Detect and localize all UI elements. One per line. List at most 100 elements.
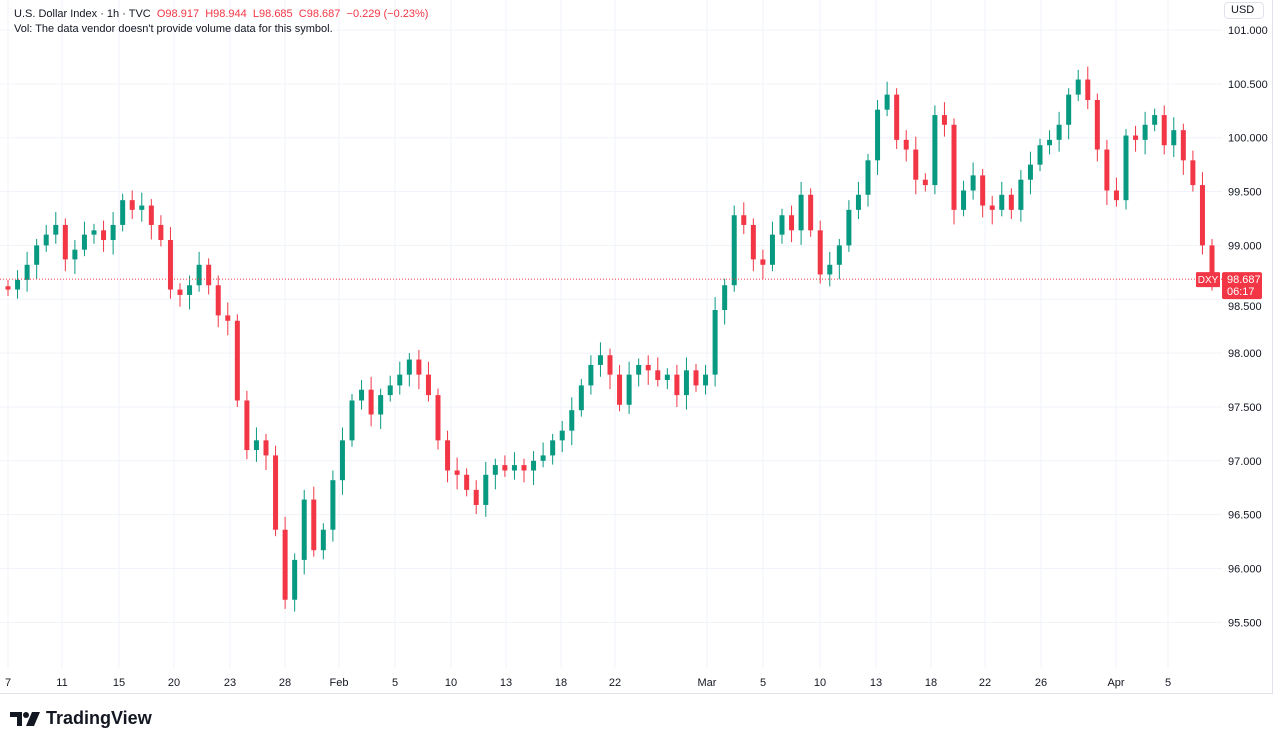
candle [722,278,728,325]
candle [492,458,498,490]
candle [521,458,527,483]
candle [741,202,747,235]
candle [827,251,833,287]
candle [206,258,212,295]
candle [148,199,154,240]
candle [1171,117,1177,158]
tradingview-logo-icon [10,711,40,726]
candle [1199,172,1205,255]
x-tick-label: Feb [330,677,349,689]
candle [1027,151,1033,195]
candle [540,442,546,468]
candle [110,212,116,255]
candle [1008,188,1014,220]
x-tick-label: Mar [698,677,717,689]
bar-countdown: 06:17 [1227,286,1255,298]
candle [445,430,451,483]
candle [865,153,871,207]
y-tick-label: 99.500 [1228,187,1262,199]
ohlc-low: L98.685 [252,8,293,20]
candle [1104,139,1110,206]
candle [101,220,107,252]
candle [569,397,575,446]
candle [253,427,259,462]
candle [43,224,49,252]
candle [273,445,279,537]
candle [855,181,861,220]
candle [1018,170,1024,222]
candle [1180,123,1186,175]
candle [1190,150,1196,192]
candle [282,516,288,609]
x-tick-label: 5 [392,677,398,689]
candle [464,468,470,497]
candle [597,342,603,377]
candle [894,88,900,150]
candle [72,240,78,274]
candle [292,553,298,612]
candle [760,249,766,280]
candle [693,363,699,392]
candle [712,297,718,387]
ohlc-high: H98.944 [205,8,247,20]
candle [215,275,221,328]
candle [368,376,374,427]
tradingview-logo[interactable]: TradingView [10,708,152,729]
candle [559,420,565,453]
candle [750,218,756,272]
candle [961,180,967,217]
x-tick-label: 22 [609,677,621,689]
price-chart[interactable]: 101.000 100.500 100.000 99.500 99.000 98.500 9… [0,0,1280,700]
candle [779,208,785,244]
y-tick-label: 97.500 [1228,402,1262,414]
candle [578,378,584,417]
x-tick-label: 13 [500,677,512,689]
x-tick-label: 23 [224,677,236,689]
candle [1094,93,1100,162]
candle [263,433,269,470]
candle [769,221,775,272]
candle [789,205,795,243]
candle [731,205,737,292]
candle [550,433,556,465]
candle [1142,111,1148,155]
candle [320,523,326,560]
candle [1075,69,1081,102]
candle [607,348,613,390]
candle [397,361,403,395]
candle [81,221,87,257]
x-tick-label: 28 [279,677,291,689]
symbol-tag [1196,272,1220,288]
candle [1056,111,1062,152]
candle [970,162,976,200]
candle [531,451,537,486]
candle [674,364,680,407]
candle [225,302,231,336]
x-tick-label: 18 [925,677,937,689]
candle [1037,138,1043,172]
candle [664,368,670,390]
y-tick-label: 96.000 [1228,564,1262,576]
candle [387,375,393,402]
candle [932,105,938,195]
candle [703,364,709,395]
x-tick-label: 7 [5,677,11,689]
candle [683,357,689,410]
x-tick-label: 26 [1035,677,1047,689]
candle [1133,125,1139,152]
candle [1047,130,1053,155]
candle [1085,66,1091,110]
candle [435,388,441,450]
x-tick-label: 13 [870,677,882,689]
candle [301,489,307,575]
candle [406,353,412,387]
symbol-title[interactable]: U.S. Dollar Index · 1h · TVC [14,8,151,20]
x-tick-label: 10 [445,677,457,689]
currency-button[interactable]: USD [1224,2,1264,19]
candle [1123,129,1129,210]
candle [91,223,97,244]
last-price-tag [1222,272,1262,300]
candle [626,361,632,414]
x-tick-label: 5 [760,677,766,689]
y-tick-label: 100.500 [1228,79,1268,91]
